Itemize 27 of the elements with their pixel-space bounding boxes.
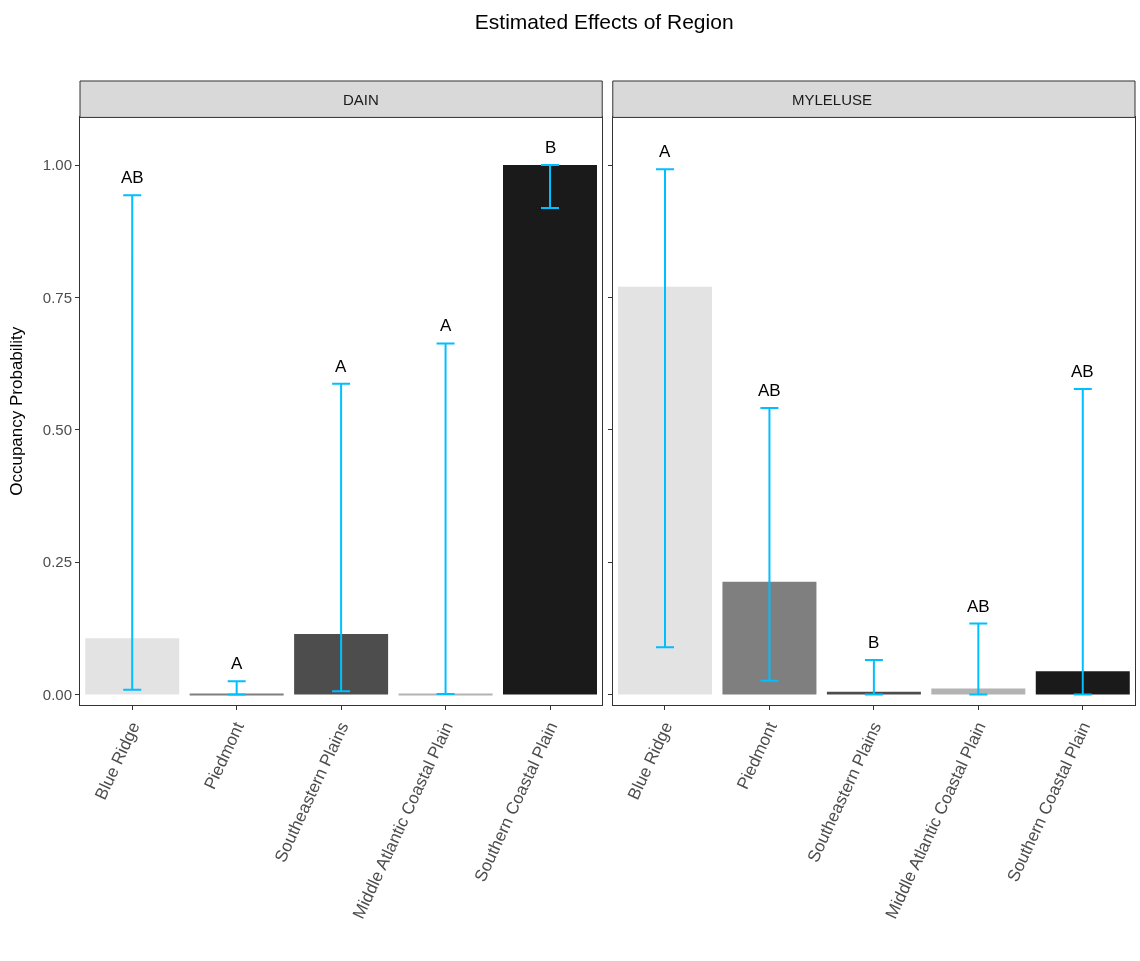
y-tick-label: 0.50: [42, 421, 72, 439]
y-tick-label: 0.25: [42, 553, 72, 571]
bar: [85, 638, 180, 695]
annotation: A: [335, 357, 347, 376]
y-tick-label: 1.00: [42, 156, 72, 174]
annotation: A: [231, 654, 243, 673]
chart-title: Estimated Effects of Region: [474, 10, 734, 34]
x-tick-label: Blue Ridge: [623, 719, 677, 803]
annotation: B: [868, 633, 880, 652]
chart-subtitle: DAIN: [343, 91, 379, 108]
y-tick-label: 0.00: [42, 685, 72, 703]
annotation: A: [440, 316, 452, 335]
annotation: A: [659, 142, 671, 161]
chart-subtitle: MYLELUSE: [792, 91, 873, 108]
bar: [722, 581, 817, 695]
annotation: B: [545, 138, 557, 157]
annotation: AB: [1071, 362, 1094, 381]
annotation: AB: [121, 168, 144, 187]
bar: [294, 634, 389, 695]
bar: [1035, 671, 1130, 695]
annotation: AB: [967, 597, 990, 616]
annotation: AB: [758, 381, 781, 400]
y-axis-title: Occupancy Probability: [7, 326, 27, 496]
bar: [503, 165, 597, 695]
x-tick-label: Blue Ridge: [91, 719, 144, 803]
bar: [618, 286, 712, 695]
y-tick-label: 0.75: [42, 288, 72, 306]
